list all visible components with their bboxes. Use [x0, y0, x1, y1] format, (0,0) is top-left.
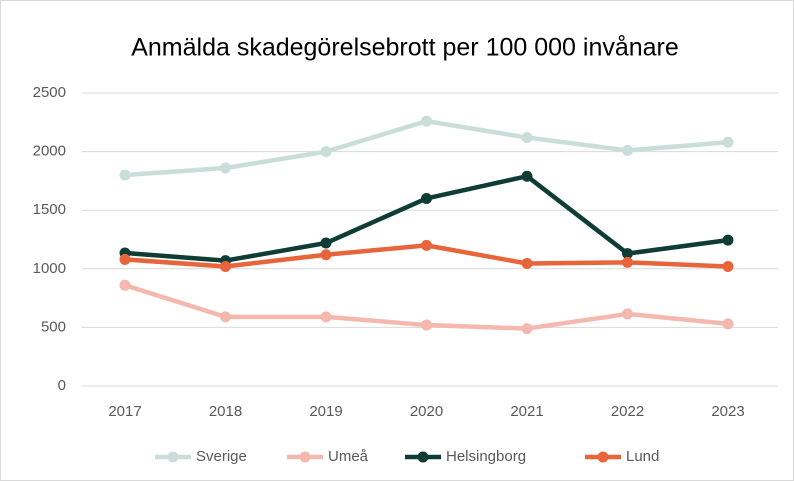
legend-marker — [597, 451, 609, 463]
point — [119, 253, 131, 265]
y-tick-label: 1000 — [33, 260, 66, 277]
point — [622, 144, 633, 156]
point — [521, 132, 533, 144]
point — [622, 308, 633, 320]
legend-label: Umeå — [328, 448, 369, 465]
point — [622, 256, 633, 268]
x-tick-label: 2019 — [309, 403, 342, 420]
x-tick-label: 2021 — [510, 403, 543, 420]
point — [320, 311, 332, 323]
legend-marker — [167, 451, 179, 463]
legend-label: Helsingborg — [446, 448, 526, 465]
legend-marker — [417, 451, 429, 463]
y-tick-label: 0 — [58, 377, 66, 394]
point — [320, 249, 332, 261]
legend-label: Lund — [626, 448, 659, 465]
point — [622, 248, 633, 260]
x-tick-label: 2023 — [711, 403, 744, 420]
point — [421, 319, 432, 331]
x-tick-label: 2018 — [209, 403, 242, 420]
point — [521, 323, 533, 335]
chart-title: Anmälda skadegörelsebrott per 100 000 in… — [131, 34, 679, 62]
y-tick-label: 500 — [41, 318, 66, 335]
point — [320, 146, 332, 158]
point — [722, 318, 734, 330]
point — [119, 169, 131, 181]
point — [521, 258, 533, 270]
point — [119, 279, 131, 291]
point — [722, 260, 734, 272]
y-tick-label: 2000 — [33, 143, 66, 160]
point — [421, 192, 432, 204]
point — [220, 260, 231, 272]
x-tick-label: 2017 — [108, 403, 141, 420]
legend-marker — [299, 451, 311, 463]
point — [320, 237, 332, 249]
y-tick-label: 1500 — [33, 201, 66, 218]
point — [220, 311, 231, 323]
x-tick-label: 2022 — [611, 403, 644, 420]
legend-label: Sverige — [196, 448, 247, 465]
point — [722, 234, 734, 246]
point — [421, 239, 432, 251]
point — [421, 115, 432, 127]
point — [722, 136, 734, 148]
x-tick-label: 2020 — [410, 403, 443, 420]
y-tick-label: 2500 — [33, 84, 66, 101]
point — [220, 162, 231, 174]
point — [521, 170, 533, 182]
